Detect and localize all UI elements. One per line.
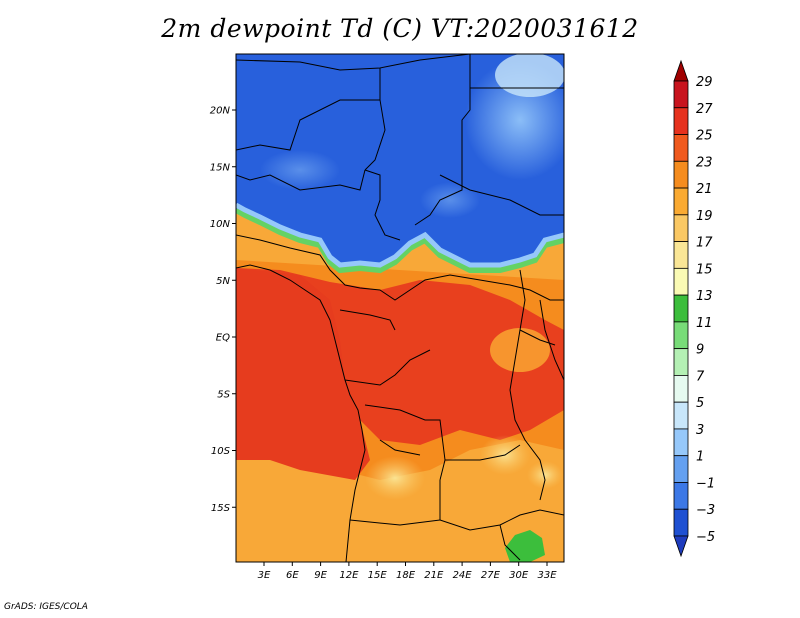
lon-tick-label: 30E [509,570,529,581]
colorbar-bin [673,535,689,558]
field-ne-moist [495,54,564,97]
lon-tick-label: 33E [537,570,557,581]
colorbar-bin [673,375,689,403]
colorbar-label: 7 [696,369,705,384]
colorbar-bin [673,134,689,162]
lat-tick-label: 10S [211,446,231,457]
colorbar-label: 29 [696,75,713,90]
field-ocean-red [236,268,370,480]
colorbar: 29 27 25 23 21 19 17 15 13 11 9 7 5 3 1 −1 −3 −5 [673,59,715,558]
colorbar-bin [673,428,689,457]
colorbar-label: 11 [696,316,713,331]
lon-tick-label: 6E [286,570,299,581]
colorbar-bin [673,321,689,350]
lon-tick-label: 21E [424,570,444,581]
lat-tick-label: 15S [211,503,231,514]
lon-tick-label: 9E [314,570,327,581]
colorbar-label: 15 [696,262,713,277]
colorbar-label: 19 [696,209,713,224]
lon-tick-label: 18E [396,570,416,581]
colorbar-label: 5 [696,396,704,411]
field-light-patch [365,456,425,500]
country-borders [236,54,564,562]
colorbar-bin [673,482,689,510]
longitude-axis: 3E 6E 9E 12E 15E 18E 21E 24E 27E 30E 33E [258,562,557,581]
colorbar-bin [673,294,689,323]
colorbar-bin [673,187,689,216]
colorbar-label: 27 [696,102,713,117]
colorbar-label: −1 [696,476,715,491]
lon-tick-label: 24E [453,570,473,581]
colorbar-label: 21 [696,182,713,197]
lat-tick-label: 10N [210,219,231,230]
field-blue-front [236,202,564,268]
colorbar-bin [673,241,689,269]
field-green-front [236,207,564,274]
lon-tick-label: 27E [481,570,501,581]
credit-label: GrADS: IGES/COLA [4,602,88,612]
map-frame [235,53,565,563]
field-light-patch [527,461,563,489]
lat-tick-label: 20N [210,106,231,117]
colorbar-bin [673,214,689,242]
colorbar-label: 3 [696,423,704,438]
colorbar-label: 1 [696,450,704,465]
lon-tick-label: 3E [258,570,271,581]
colorbar-bin [673,401,689,430]
lat-tick-label: 5N [216,276,230,287]
colorbar-label: −5 [696,530,715,545]
colorbar-bin [673,80,689,109]
lat-tick-label: 15N [210,162,231,173]
colorbar-bin [673,348,689,376]
map-title: 2m dewpoint Td (C) VT:2020031612 [161,14,639,43]
field-center-moist [420,182,480,218]
colorbar-bin [673,59,689,82]
colorbar-bin [673,508,689,537]
lon-tick-label: 15E [368,570,388,581]
colorbar-label: 23 [696,155,713,170]
colorbar-label: 17 [696,236,713,251]
colorbar-bin [673,267,689,296]
colorbar-bin [673,160,689,189]
lat-tick-label: 5S [217,389,230,400]
lon-tick-label: 12E [339,570,359,581]
field-nw-moist [260,150,340,190]
latitude-axis: 20N 15N 10N 5N EQ 5S 10S 15S [210,106,236,514]
colorbar-bin [673,107,689,135]
lat-tick-label: EQ [216,333,230,344]
field-light-patch [490,328,550,372]
colorbar-label: 9 [696,343,704,358]
colorbar-label: 25 [696,129,713,144]
colorbar-label: −3 [696,503,715,518]
colorbar-bin [673,455,689,483]
field-green-patch [505,530,545,562]
colorbar-label: 13 [696,289,713,304]
